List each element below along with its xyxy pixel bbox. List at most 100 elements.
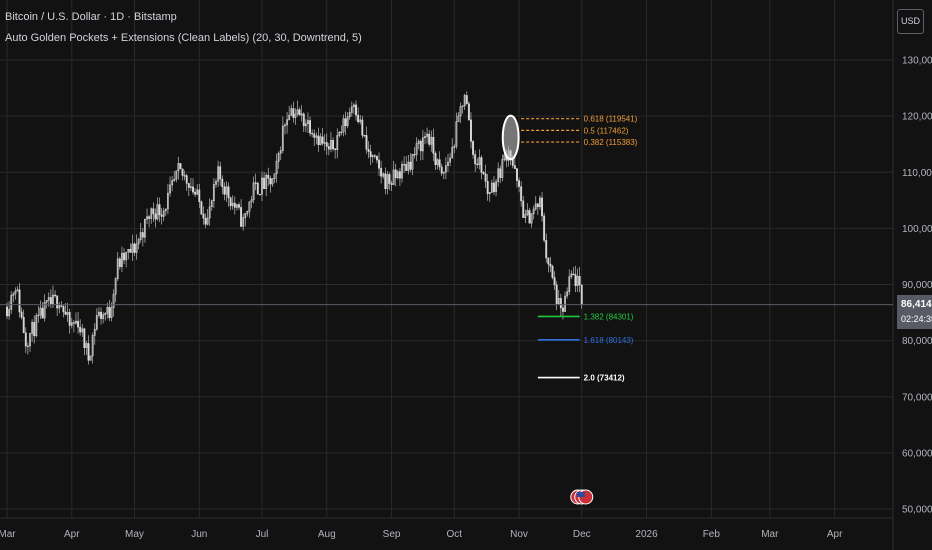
candle-body — [576, 276, 579, 286]
candle-body — [528, 210, 531, 224]
bar-countdown: 02:24:35 — [901, 314, 932, 324]
candle-body — [361, 119, 364, 136]
candle-body — [580, 284, 583, 305]
y-tick-label: 90,000 — [902, 280, 932, 291]
candle-body — [378, 159, 380, 169]
candle-body — [181, 168, 184, 176]
candle-body — [273, 173, 276, 180]
candle-body — [434, 153, 437, 165]
candle-body — [75, 320, 77, 324]
candle-body — [516, 168, 518, 181]
candle-body — [566, 291, 569, 297]
candle-body — [564, 295, 566, 312]
candle-body — [179, 163, 182, 170]
x-tick-label: Nov — [510, 529, 528, 540]
candle-body — [367, 149, 370, 152]
candle-body — [559, 298, 562, 309]
x-tick-label: 2026 — [635, 529, 658, 540]
candle-body — [330, 140, 332, 150]
candle-body — [572, 273, 575, 275]
candle-body — [541, 197, 543, 217]
candle-body — [459, 106, 462, 117]
candle-body — [336, 135, 339, 150]
candle-body — [160, 214, 163, 217]
y-tick-label: 50,000 — [902, 505, 932, 516]
candle-body — [570, 273, 573, 278]
candle-body — [41, 307, 44, 319]
candle-body — [139, 232, 142, 240]
candle-body — [233, 202, 236, 208]
candle-body — [150, 208, 153, 219]
candle-body — [384, 173, 387, 189]
candle-body — [29, 333, 31, 347]
candle-body — [156, 204, 159, 220]
candle-body — [85, 343, 88, 348]
candle-body — [137, 239, 140, 245]
candle-body — [415, 143, 418, 155]
highlight-ellipse[interactable] — [501, 114, 520, 161]
candle-body — [68, 312, 71, 326]
candle-body — [12, 293, 15, 296]
candle-body — [315, 135, 318, 138]
candle-body — [298, 109, 301, 116]
candle-body — [524, 214, 527, 218]
candle-body — [261, 177, 263, 195]
indicator-title[interactable]: Auto Golden Pockets + Extensions (Clean … — [5, 32, 362, 44]
fib-level-label: 0.618 (119541) — [584, 115, 638, 124]
candle-body — [325, 142, 328, 147]
candle-body — [346, 116, 349, 127]
y-tick-label: 80,000 — [902, 336, 932, 347]
fib-level-label: 1.618 (80143) — [584, 336, 634, 345]
candle-body — [426, 133, 429, 137]
candle-body — [204, 217, 207, 225]
candle-body — [162, 210, 165, 217]
x-tick-label: May — [125, 529, 144, 540]
candle-body — [202, 213, 205, 219]
candle-body — [501, 159, 504, 178]
candle-body — [196, 189, 199, 195]
candle-body — [26, 345, 29, 348]
us-flag-icon — [576, 492, 585, 497]
candle-body — [317, 135, 320, 145]
candle-body — [390, 183, 393, 185]
candle-body — [102, 314, 105, 319]
candle-body — [392, 169, 395, 185]
candle-body — [20, 311, 23, 318]
candle-body — [296, 109, 299, 115]
candle-body — [484, 173, 487, 182]
x-tick-label: Dec — [573, 529, 591, 540]
candle-body — [536, 203, 539, 208]
candle-body — [407, 161, 410, 171]
candle-body — [252, 182, 255, 201]
candle-body — [281, 125, 284, 151]
candle-body — [22, 316, 25, 334]
x-tick-label: Aug — [318, 529, 336, 540]
currency-button[interactable]: USD — [897, 9, 924, 34]
candle-body — [557, 298, 560, 305]
candle-body — [60, 305, 63, 307]
candle-body — [319, 136, 322, 145]
candle-body — [154, 213, 157, 220]
candle-body — [229, 197, 232, 206]
candle-body — [357, 114, 360, 123]
candle-body — [495, 181, 498, 193]
candle-body — [72, 322, 75, 324]
candle-body — [146, 216, 148, 220]
candle-body — [110, 307, 113, 318]
candle-body — [275, 160, 278, 175]
candle-body — [547, 257, 550, 265]
candle-body — [436, 159, 439, 165]
fib-level-label: 0.5 (117462) — [584, 126, 629, 135]
candle-body — [403, 164, 406, 166]
candle-body — [405, 164, 408, 171]
candle-body — [302, 113, 305, 127]
candle-body — [269, 177, 272, 185]
candle-body — [225, 186, 228, 195]
candle-body — [453, 146, 456, 148]
candle-body — [340, 131, 343, 134]
candle-body — [419, 140, 422, 152]
candle-body — [95, 315, 98, 330]
candle-body — [127, 249, 130, 253]
